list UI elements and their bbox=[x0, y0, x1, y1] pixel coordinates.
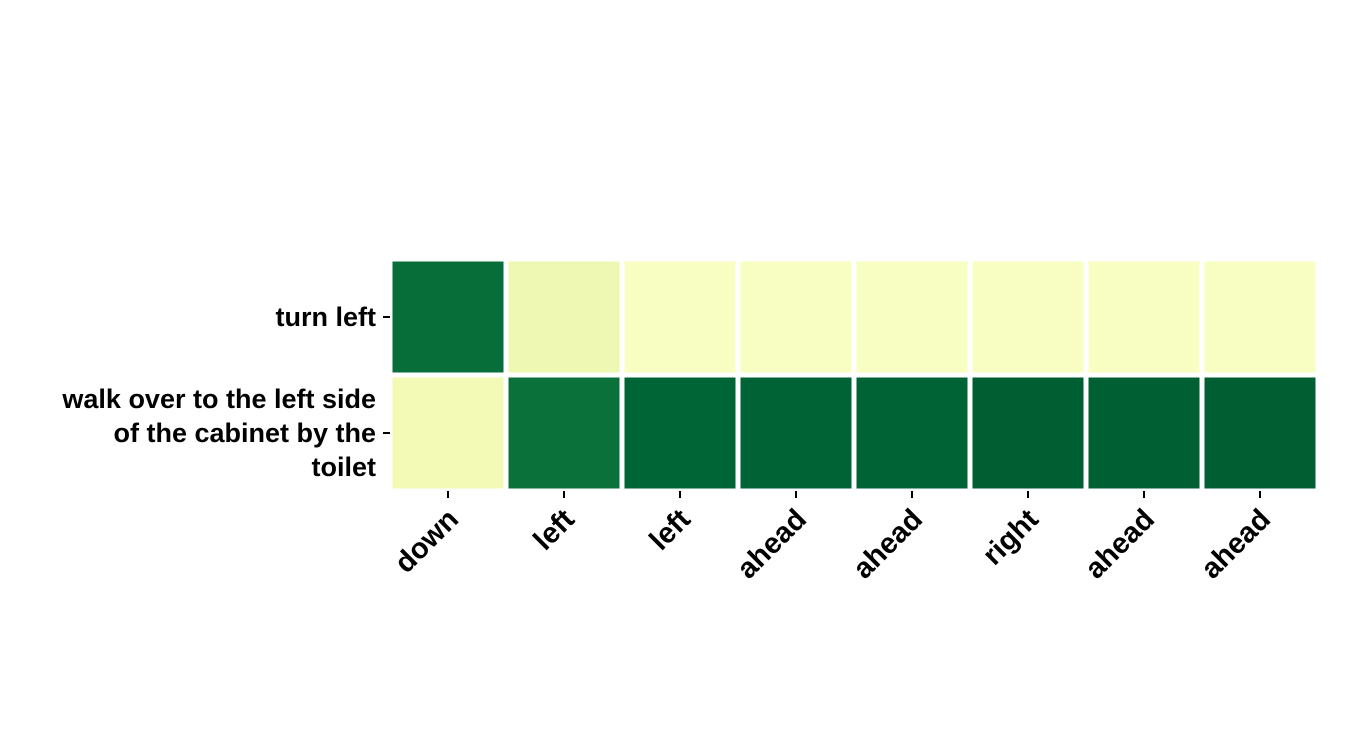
heatmap-cell-r0-c0 bbox=[390, 259, 506, 375]
heatmap-cell-r1-c2 bbox=[622, 375, 738, 491]
heatmap-cell-r1-c1 bbox=[506, 375, 622, 491]
y-axis: turn left walk over to the left side of th… bbox=[61, 302, 390, 482]
heatmap-cell-r1-c5 bbox=[970, 375, 1086, 491]
heatmap-cell-r0-c4 bbox=[854, 259, 970, 375]
y-tick-label-line: of the cabinet by the bbox=[113, 418, 376, 448]
heatmap-cell-r0-c1 bbox=[506, 259, 622, 375]
x-tick-label-7: ahead bbox=[1195, 503, 1277, 585]
x-axis: down left left ahead ahead right ahead ahead bbox=[389, 491, 1277, 585]
x-tick-label-0: down bbox=[389, 503, 465, 579]
y-tick-label-line: walk over to the left side bbox=[61, 384, 376, 414]
y-tick-label-line: toilet bbox=[312, 452, 377, 482]
heatmap-cells bbox=[390, 259, 1318, 491]
x-tick-label-1: left bbox=[528, 503, 582, 557]
heatmap-cell-r1-c0 bbox=[390, 375, 506, 491]
heatmap-cell-r0-c7 bbox=[1202, 259, 1318, 375]
heatmap-cell-r0-c3 bbox=[738, 259, 854, 375]
y-tick-label-1: walk over to the left side of the cabinet… bbox=[61, 384, 376, 482]
heatmap-cell-r0-c5 bbox=[970, 259, 1086, 375]
y-tick-label-line: turn left bbox=[276, 302, 377, 332]
x-tick-label-4: ahead bbox=[847, 503, 929, 585]
heatmap-cell-r1-c4 bbox=[854, 375, 970, 491]
x-tick-label-2: left bbox=[644, 503, 698, 557]
x-tick-label-3: ahead bbox=[731, 503, 813, 585]
x-tick-label-6: ahead bbox=[1079, 503, 1161, 585]
y-tick-label-0: turn left bbox=[276, 302, 377, 332]
heatmap-cell-r1-c7 bbox=[1202, 375, 1318, 491]
heatmap-cell-r0-c2 bbox=[622, 259, 738, 375]
x-tick-label-5: right bbox=[977, 503, 1045, 571]
heatmap-cell-r0-c6 bbox=[1086, 259, 1202, 375]
heatmap-cell-r1-c3 bbox=[738, 375, 854, 491]
heatmap-cell-r1-c6 bbox=[1086, 375, 1202, 491]
